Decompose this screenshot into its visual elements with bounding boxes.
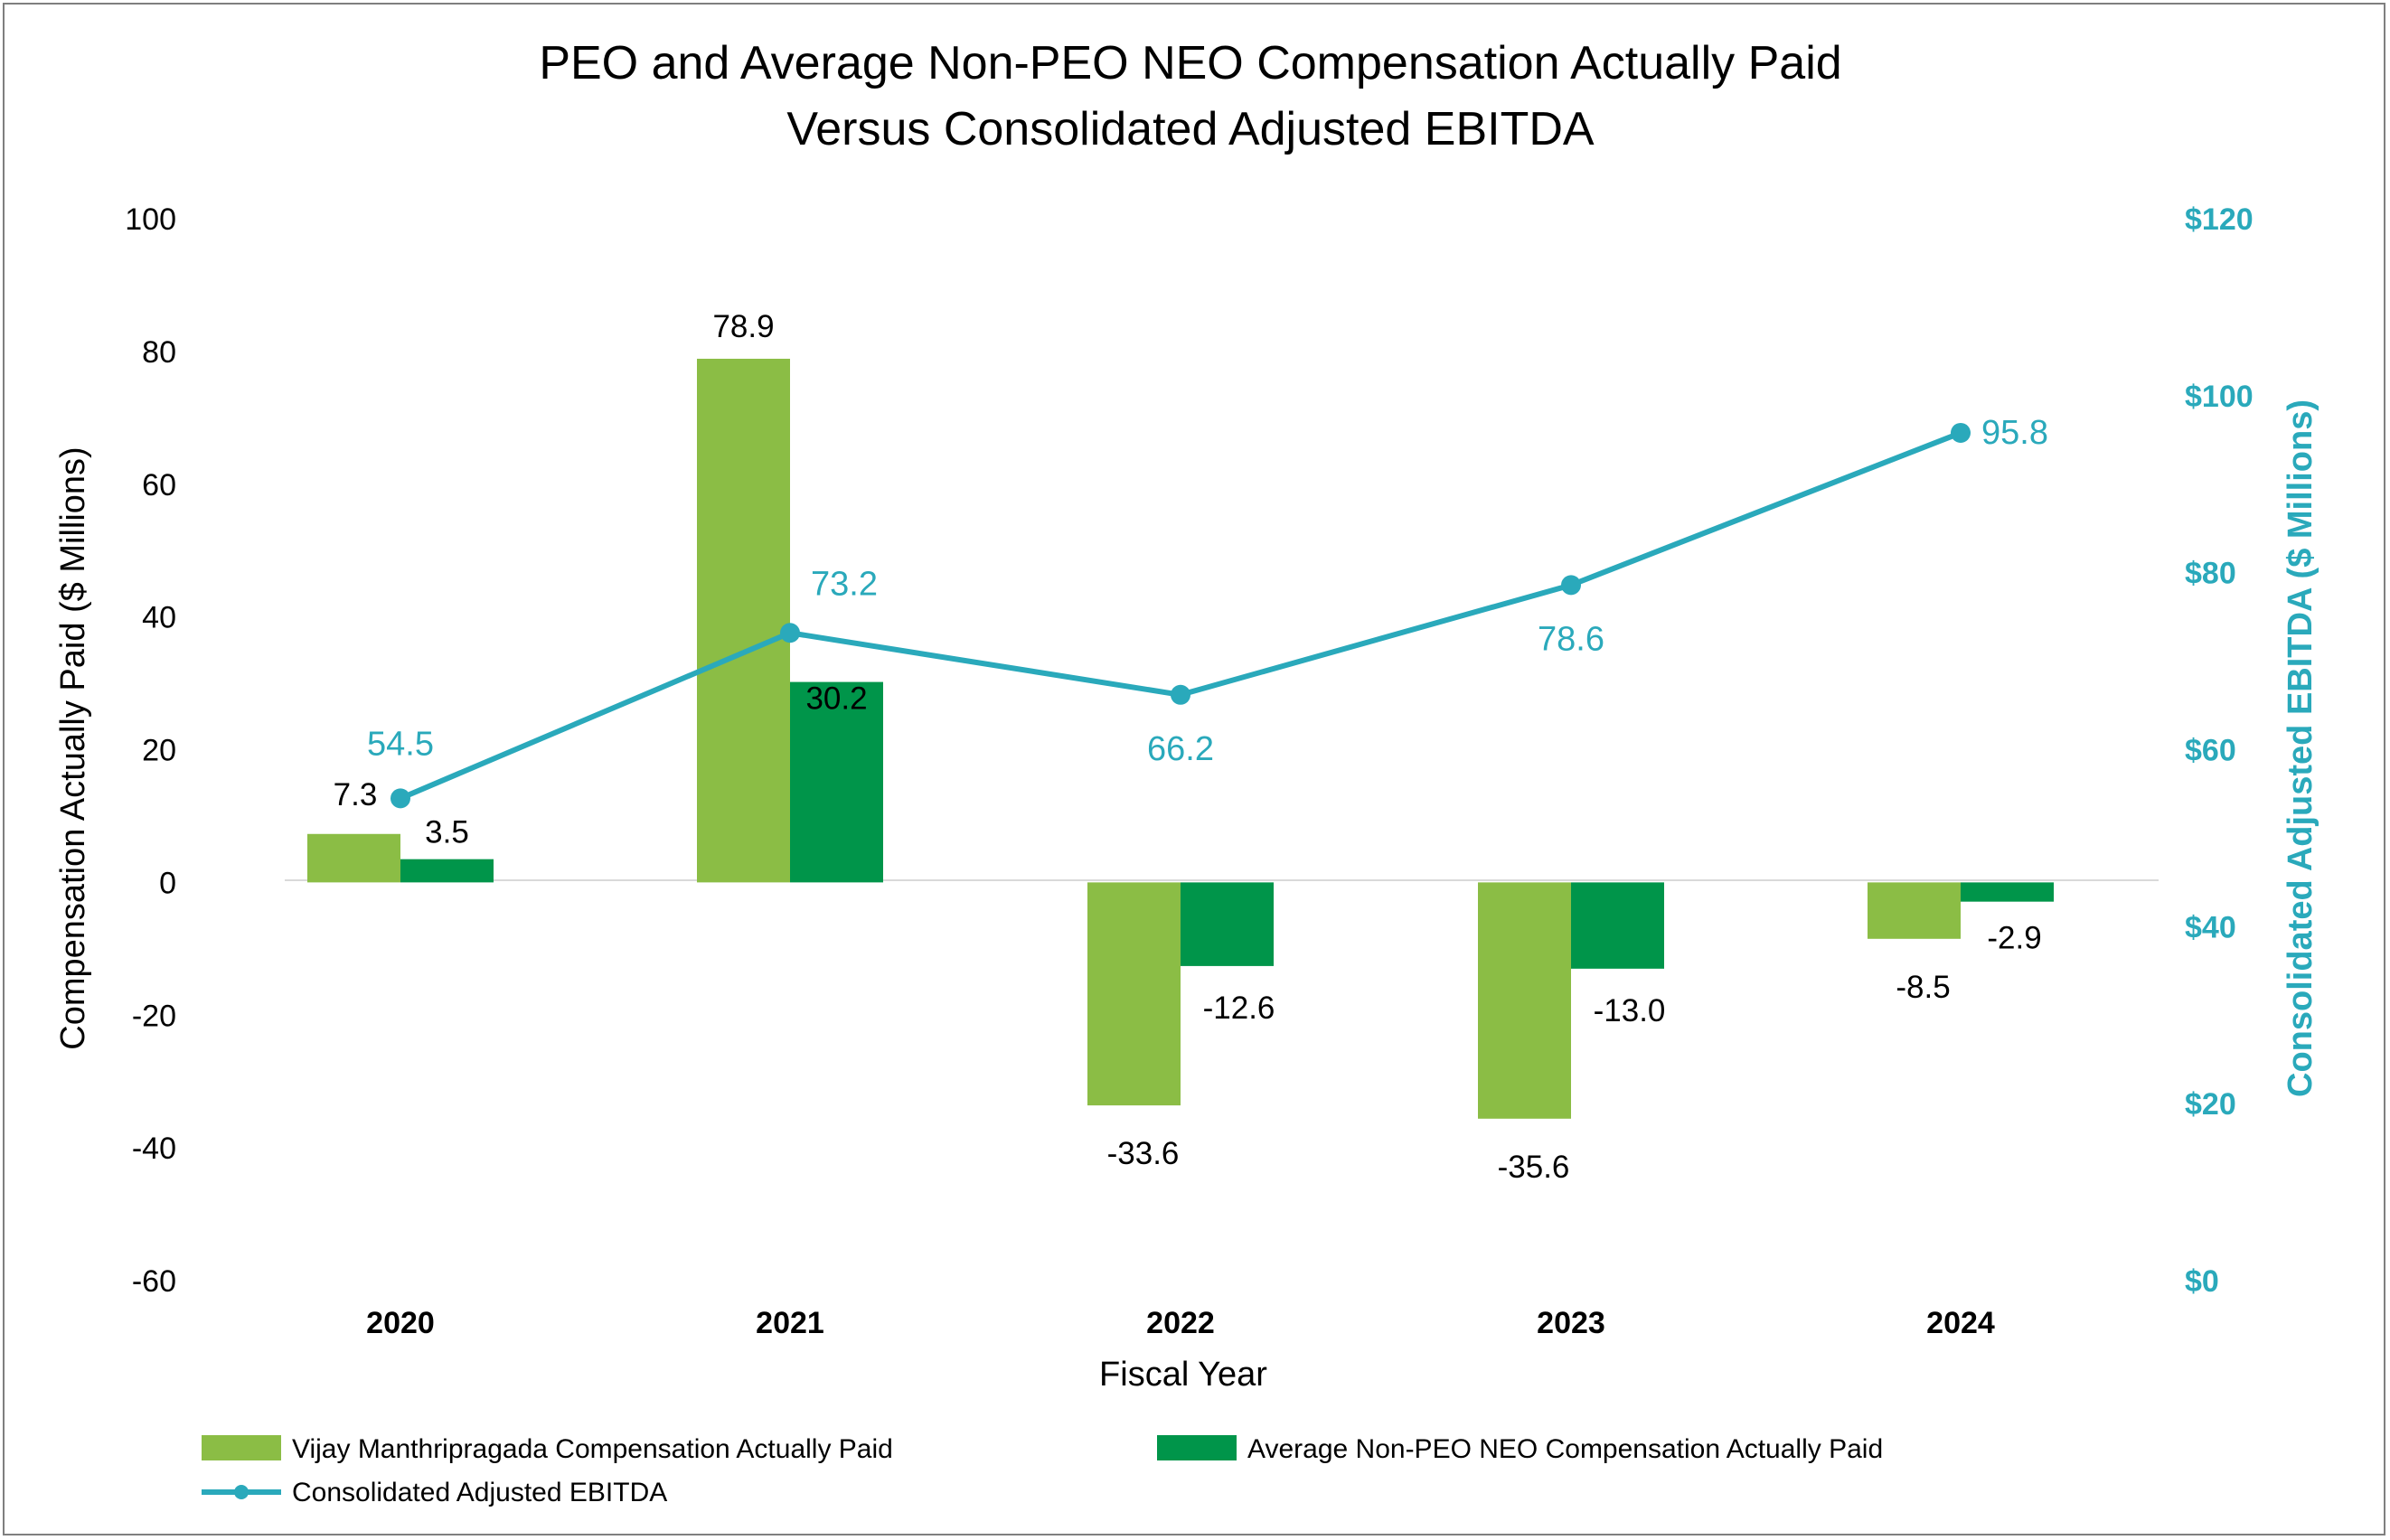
ebitda-label: 95.8 <box>1981 414 2048 452</box>
bar-neo <box>1961 882 2054 902</box>
bar-label-peo: -35.6 <box>1498 1150 1570 1185</box>
x-tick-label: 2021 <box>756 1306 824 1340</box>
bar-neo <box>790 681 883 883</box>
y2-tick-label: $100 <box>2185 380 2254 414</box>
bar-neo <box>400 859 494 883</box>
bar-peo <box>1087 882 1181 1106</box>
y2-tick-label: $40 <box>2185 910 2236 944</box>
bar-peo <box>1868 882 1961 939</box>
y2-axis-title: Consolidated Adjusted EBITDA ($ Millions… <box>2282 399 2319 1097</box>
x-axis-ticks: 2020 2021 2022 2023 2024 <box>366 1306 1995 1340</box>
y-axis-ticks: 100 80 60 40 20 0 -20 -40 -60 <box>125 202 176 1299</box>
bar-label-peo: 7.3 <box>334 777 378 812</box>
chart-title-line-1: PEO and Average Non-PEO NEO Compensation… <box>539 37 1841 89</box>
y2-tick-label: $20 <box>2185 1087 2236 1122</box>
ebitda-label: 66.2 <box>1147 730 1214 768</box>
y-tick-label: 80 <box>142 335 176 370</box>
chart-title-line-2: Versus Consolidated Adjusted EBITDA <box>786 103 1594 155</box>
y-tick-label: -40 <box>132 1132 176 1166</box>
ebitda-point <box>1561 575 1581 596</box>
y2-tick-label: $60 <box>2185 734 2236 768</box>
x-axis-title: Fiscal Year <box>1099 1356 1267 1394</box>
bar-label-neo: -12.6 <box>1203 991 1275 1026</box>
legend-swatch-peo <box>202 1435 281 1460</box>
bar-label-neo: -2.9 <box>1987 921 2041 956</box>
y-tick-label: -60 <box>132 1264 176 1299</box>
ebitda-point <box>390 788 410 809</box>
bars <box>307 358 2054 1119</box>
y-tick-label: 40 <box>142 601 176 635</box>
x-tick-label: 2022 <box>1146 1306 1215 1340</box>
y2-tick-label: $0 <box>2185 1264 2219 1299</box>
bar-peo <box>1478 882 1571 1119</box>
bar-label-neo: 3.5 <box>425 815 469 850</box>
bar-label-neo: -13.0 <box>1594 993 1666 1028</box>
y2-tick-label: $120 <box>2185 202 2254 237</box>
y-tick-label: 0 <box>159 866 176 900</box>
y-tick-label: 20 <box>142 734 176 768</box>
legend-swatch-neo <box>1157 1435 1237 1460</box>
ebitda-point <box>1171 684 1190 705</box>
bar-labels: 7.3 78.9 -33.6 -35.6 -8.5 3.5 30.2 -12.6 -13.0 -2… <box>334 309 2042 1185</box>
bar-neo <box>1571 882 1664 969</box>
chart: PEO and Average Non-PEO NEO Compensation… <box>54 37 2319 1507</box>
legend-label-ebitda: Consolidated Adjusted EBITDA <box>292 1478 667 1507</box>
legend: Vijay Manthripragada Compensation Actual… <box>202 1434 1883 1507</box>
y2-tick-label: $80 <box>2185 557 2236 591</box>
y-tick-label: -20 <box>132 999 176 1033</box>
legend-label-peo: Vijay Manthripragada Compensation Actual… <box>292 1434 893 1464</box>
bar-label-neo: 30.2 <box>805 681 867 717</box>
ebitda-point <box>1951 422 1971 443</box>
bar-peo <box>307 833 400 883</box>
ebitda-label: 78.6 <box>1538 620 1604 658</box>
y-tick-label: 100 <box>125 202 176 237</box>
bar-label-peo: -8.5 <box>1896 970 1950 1005</box>
x-tick-label: 2020 <box>366 1306 435 1340</box>
bar-peo <box>697 358 790 883</box>
bar-label-peo: 78.9 <box>712 309 774 344</box>
x-tick-label: 2024 <box>1926 1306 1995 1340</box>
legend-swatch-ebitda-marker <box>234 1485 249 1499</box>
ebitda-label: 73.2 <box>811 565 878 603</box>
x-tick-label: 2023 <box>1537 1306 1605 1340</box>
ebitda-line: 54.5 73.2 66.2 78.6 95.8 <box>367 414 2048 809</box>
bar-label-peo: -33.6 <box>1107 1136 1180 1171</box>
legend-label-neo: Average Non-PEO NEO Compensation Actuall… <box>1247 1434 1883 1464</box>
y2-axis-ticks: $120 $100 $80 $60 $40 $20 $0 <box>2185 202 2254 1299</box>
bar-neo <box>1181 882 1274 966</box>
ebitda-point <box>780 623 800 643</box>
ebitda-label: 54.5 <box>367 725 434 763</box>
y-tick-label: 60 <box>142 468 176 502</box>
y-axis-title: Compensation Actually Paid ($ Millions) <box>54 446 92 1049</box>
chart-frame: PEO and Average Non-PEO NEO Compensation… <box>3 3 2385 1535</box>
